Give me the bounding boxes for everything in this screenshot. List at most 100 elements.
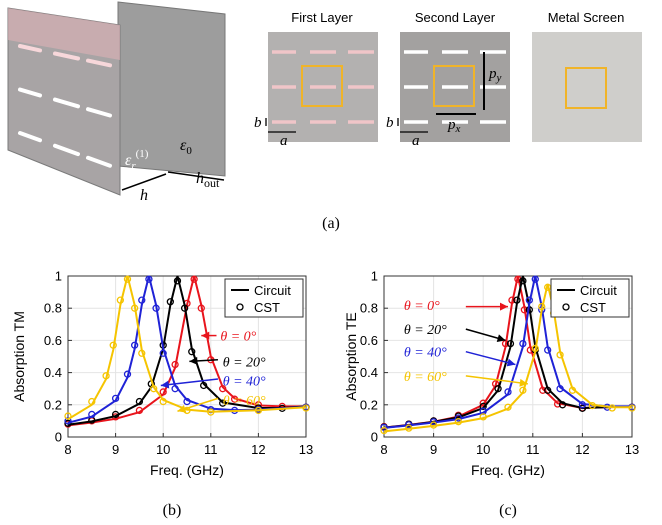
symbol-py: py — [488, 66, 502, 84]
x-tick-label: 9 — [112, 442, 119, 457]
x-tick-label: 12 — [251, 442, 265, 457]
slot — [18, 44, 42, 53]
cst-marker — [111, 394, 120, 403]
slot — [18, 87, 42, 98]
cst-marker — [183, 397, 191, 406]
cst-marker — [145, 275, 153, 283]
cst-marker — [130, 341, 139, 349]
angle-label: θ = 40° — [223, 375, 266, 390]
label-eps0: ε0 — [180, 137, 192, 157]
slot — [53, 51, 80, 61]
cst-marker — [88, 397, 96, 406]
cst-marker — [159, 388, 167, 396]
y-axis-label: Absorption TM — [11, 311, 27, 402]
subscript: 0 — [186, 145, 192, 157]
arrow-head — [160, 380, 170, 389]
cst-marker — [150, 385, 158, 393]
unit-cell — [565, 67, 607, 109]
x-axis-label: Freq. (GHz) — [150, 462, 224, 478]
y-tick-label: 0 — [371, 430, 378, 445]
cst-marker — [159, 349, 167, 357]
metal-screen — [532, 32, 642, 142]
subscript: out — [204, 176, 220, 190]
cst-marker — [64, 412, 72, 420]
y-tick-label: 0.2 — [360, 397, 378, 412]
plot-frame — [383, 275, 633, 438]
cst-marker — [608, 404, 616, 412]
cst-marker — [513, 296, 521, 304]
y-tick-label: 0.4 — [44, 365, 62, 380]
cst-marker — [405, 424, 413, 432]
cst-marker — [519, 386, 527, 394]
slot — [53, 143, 80, 157]
cst-marker — [479, 402, 487, 411]
cst-marker — [531, 275, 539, 283]
cell-dimensions — [265, 52, 485, 133]
cst-marker — [123, 370, 132, 378]
y-tick-label: 0.4 — [360, 365, 378, 380]
cst-marker — [544, 346, 552, 354]
arrow-head — [177, 405, 187, 413]
cst-marker — [519, 339, 527, 348]
cst-marker — [519, 277, 527, 285]
layer-title: First Layer — [291, 10, 353, 25]
cst-marker — [302, 404, 310, 412]
cst-marker — [116, 296, 125, 304]
cst-marker — [197, 304, 205, 312]
arrow-head — [201, 331, 210, 340]
cst-marker — [525, 296, 533, 304]
cst-marker — [200, 381, 208, 390]
y-tick-label: 0 — [55, 430, 62, 445]
cst-marker — [380, 426, 388, 435]
x-tick-label: 9 — [430, 442, 437, 457]
angle-label: θ = 0° — [404, 299, 440, 314]
arrow-head — [500, 302, 508, 311]
cst-marker — [380, 423, 388, 431]
cst-marker — [556, 351, 564, 359]
plot-frame — [67, 275, 307, 438]
cst-marker — [138, 296, 146, 304]
cst-marker — [230, 395, 239, 403]
cst-marker — [628, 404, 636, 412]
circuit-line — [67, 275, 307, 426]
y-tick-label: 0.2 — [44, 397, 62, 412]
legend-label: CST — [254, 300, 280, 315]
angle-arrow — [465, 375, 528, 385]
layer-title: Metal Screen — [548, 10, 625, 25]
cst-marker — [190, 275, 198, 283]
subscript: x — [455, 123, 461, 135]
cst-marker — [166, 298, 174, 306]
cst-marker — [531, 344, 539, 353]
slot — [53, 97, 80, 109]
slot — [18, 131, 42, 143]
legend-box — [224, 278, 304, 318]
unit-cell — [433, 65, 475, 107]
angle-label: θ = 20° — [223, 355, 266, 370]
x-tick-label: 10 — [476, 442, 490, 457]
angle-label: θ = 0° — [220, 330, 256, 345]
symbol-b: b — [386, 115, 394, 131]
first-layer-slots — [272, 50, 374, 124]
cst-marker — [219, 385, 227, 393]
cst-marker — [219, 399, 227, 407]
legend-label: Circuit — [580, 283, 617, 298]
symbol-a: a — [280, 133, 288, 149]
symbol-b: b — [254, 115, 262, 131]
cst-marker — [171, 385, 179, 393]
cst-marker — [64, 417, 72, 425]
cst-marker — [188, 348, 196, 356]
unit-cell — [301, 65, 343, 107]
cst-marker — [504, 388, 512, 396]
y-tick-label: 0.6 — [360, 333, 378, 348]
cst-marker — [501, 339, 510, 348]
legend-label: CST — [580, 300, 606, 315]
slot — [86, 107, 112, 118]
cst-marker — [508, 296, 516, 304]
symbol: h — [196, 170, 204, 187]
unit-cells — [301, 65, 607, 109]
arrow-hout — [167, 171, 225, 181]
cst-marker — [568, 386, 577, 394]
symbol: h — [140, 187, 148, 204]
angle-arrow — [465, 350, 516, 366]
circuit-line — [383, 283, 632, 433]
